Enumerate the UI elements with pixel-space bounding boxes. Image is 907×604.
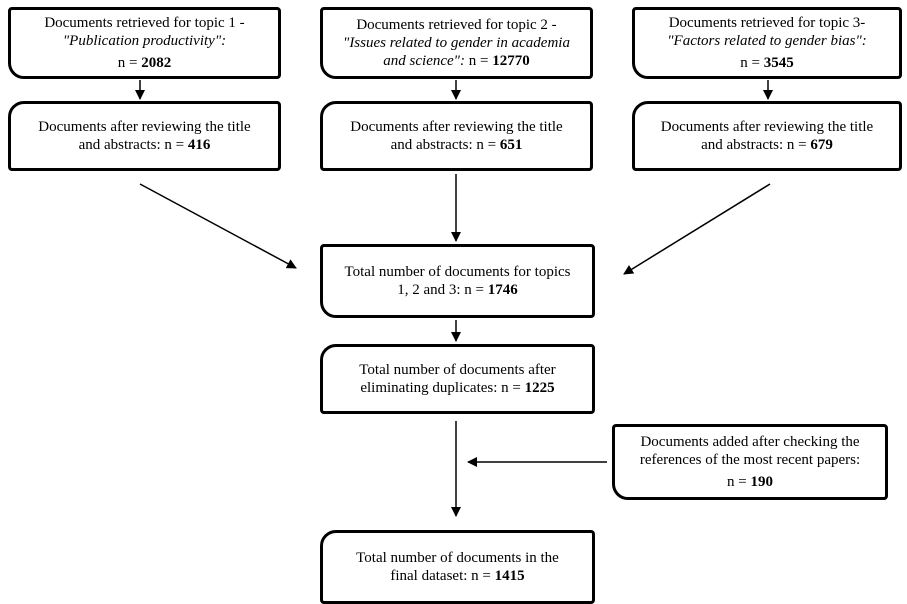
- review3-n-value: 679: [810, 137, 833, 153]
- topic3-title-line1: Documents retrieved for topic 3-: [668, 15, 866, 31]
- total-line2: 1, 2 and 3: n = 1746: [397, 281, 518, 299]
- final-line2: final dataset: n = 1415: [390, 567, 524, 585]
- dedup-box: Total number of documents after eliminat…: [320, 344, 595, 414]
- dedup-n-value: 1225: [524, 380, 555, 396]
- total-n-value: 1746: [487, 282, 518, 298]
- topic2-n-label: n =: [468, 53, 489, 69]
- topic1-count: n = 2082: [118, 54, 171, 72]
- review1-n-value: 416: [187, 137, 211, 153]
- topic2-n-value: 12770: [492, 53, 530, 69]
- topic1-n-value: 2082: [141, 55, 172, 71]
- added-n-value: 190: [750, 474, 773, 490]
- total-line1: Total number of documents for topics: [344, 264, 571, 280]
- review1-line2: and abstracts: n = 416: [79, 136, 211, 154]
- final-n-label: final dataset: n =: [390, 568, 491, 584]
- review2-box: Documents after reviewing the title and …: [320, 101, 593, 171]
- topic2-title-line1: Documents retrieved for topic 2 -: [356, 17, 557, 33]
- arrow-review1-to-total: [139, 183, 297, 269]
- arrow-review3-to-total: [623, 183, 771, 275]
- review2-n-value: 651: [499, 137, 523, 153]
- final-n-value: 1415: [494, 568, 525, 584]
- review1-line1: Documents after reviewing the title: [38, 119, 251, 135]
- total-n-label: 1, 2 and 3: n =: [397, 282, 485, 298]
- final-line1: Total number of documents in the: [356, 550, 559, 566]
- topic1-n-label: n =: [117, 55, 138, 71]
- review3-n-label: and abstracts: n =: [701, 137, 807, 153]
- topic3-topic-name: "Factors related to gender bias":: [667, 33, 867, 49]
- dedup-n-label: eliminating duplicates: n =: [360, 380, 521, 396]
- review3-box: Documents after reviewing the title and …: [632, 101, 902, 171]
- topic2-retrieved-box: Documents retrieved for topic 2 - "Issue…: [320, 7, 593, 79]
- added-count: n = 190: [727, 473, 773, 491]
- added-line1: Documents added after checking the: [640, 434, 860, 450]
- review3-line1: Documents after reviewing the title: [660, 119, 874, 135]
- review1-box: Documents after reviewing the title and …: [8, 101, 281, 171]
- added-n-label: n =: [727, 474, 747, 490]
- topic2-title-line2: "Issues related to gender in academia: [343, 34, 570, 52]
- total-topics-box: Total number of documents for topics 1, …: [320, 244, 595, 318]
- dedup-line2: eliminating duplicates: n = 1225: [360, 379, 554, 397]
- review2-line1: Documents after reviewing the title: [350, 119, 563, 135]
- topic3-count: n = 3545: [740, 54, 793, 72]
- topic1-title-line1: Documents retrieved for topic 1 -: [44, 15, 245, 31]
- topic2-title-line3: and science": n = 12770: [383, 52, 529, 70]
- topic3-title-line2: "Factors related to gender bias":: [667, 32, 867, 50]
- dedup-line1: Total number of documents after: [359, 362, 556, 378]
- added-line2: references of the most recent papers:: [639, 452, 861, 468]
- added-box: Documents added after checking the refer…: [612, 424, 888, 500]
- topic2-topic-name-part2: and science":: [383, 53, 465, 69]
- topic3-n-value: 3545: [763, 55, 794, 71]
- review2-n-label: and abstracts: n =: [390, 137, 497, 153]
- topic2-topic-name-part1: "Issues related to gender in academia: [343, 35, 570, 51]
- review1-n-label: and abstracts: n =: [78, 137, 185, 153]
- topic3-n-label: n =: [740, 55, 760, 71]
- review2-line2: and abstracts: n = 651: [391, 136, 523, 154]
- topic3-retrieved-box: Documents retrieved for topic 3- "Factor…: [632, 7, 902, 79]
- topic1-topic-name: "Publication productivity":: [62, 33, 227, 49]
- topic1-retrieved-box: Documents retrieved for topic 1 - "Publi…: [8, 7, 281, 79]
- review3-line2: and abstracts: n = 679: [701, 136, 833, 154]
- topic1-title-line2: "Publication productivity":: [63, 32, 226, 50]
